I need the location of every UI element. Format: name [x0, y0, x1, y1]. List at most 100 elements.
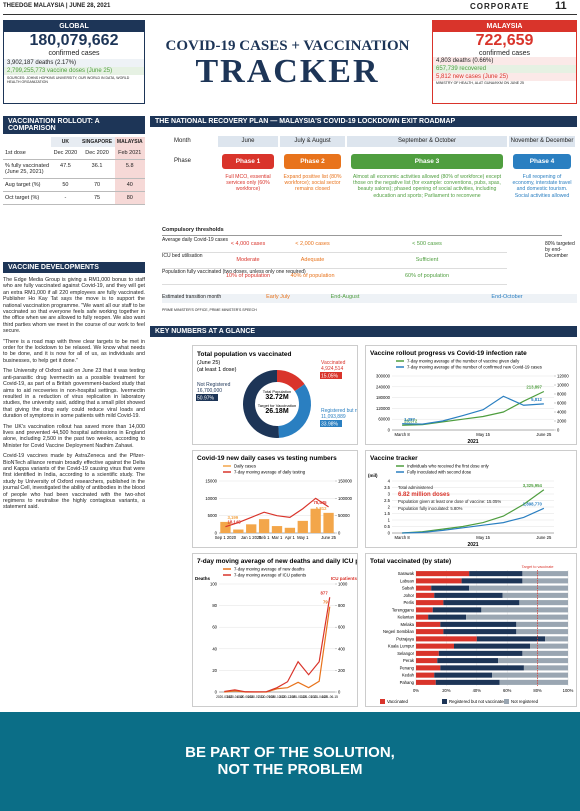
x-tick-label: 2020-04-18 — [227, 695, 244, 699]
bar-segment — [443, 600, 520, 606]
bar-segment — [522, 578, 568, 584]
chart-title: Total vaccinated (by state) — [370, 558, 451, 565]
brand-text: THEEDGE MALAYSIA — [3, 3, 65, 9]
x-tick-label: 2020-07-21 — [248, 695, 265, 699]
bar — [220, 521, 231, 533]
month: June — [218, 136, 278, 147]
slice-label: Registered but not vaccinated — [321, 408, 358, 414]
y-tick-label: 4 — [388, 479, 391, 484]
global-label: GLOBAL — [4, 21, 144, 32]
threshold-label: Population fully vaccinated (two doses, … — [162, 269, 507, 285]
y2-tick-label: 400 — [338, 646, 346, 651]
threshold-label: ICU bed utilisation — [162, 253, 507, 269]
title-line1: COVID-19 CASES + VACCINATION — [165, 38, 410, 54]
x-tick-label: 2020-03-02 — [216, 695, 233, 699]
x-tick-label: June 25 — [321, 535, 337, 540]
y2-tick-label: 6000 — [557, 401, 567, 406]
x-tick-label: 60% — [503, 688, 512, 693]
month: September & October — [347, 136, 507, 147]
malaysia-cases-label: confirmed cases — [479, 50, 530, 57]
threshold-label: Average daily Covid-19 cases — [162, 237, 507, 253]
note: Target to vaccinate — [522, 565, 554, 569]
category-label: Johor — [404, 593, 415, 598]
bar-segment — [530, 643, 568, 649]
bar-segment — [522, 650, 568, 656]
paragraph: The UK's vaccination rollout has saved m… — [3, 423, 145, 449]
legend-swatch — [442, 699, 447, 704]
corner — [3, 137, 51, 147]
bar-segment — [522, 571, 568, 577]
x-tick-label: 2020-09-06 — [258, 695, 275, 699]
phase-desc: Full MCO, essential services only (60% w… — [225, 174, 271, 193]
data-label: 18,145 — [227, 520, 241, 525]
global-deaths: 3,902,187 deaths (2.17%) — [4, 59, 144, 67]
chart-title: Total population vs vaccinated — [197, 351, 292, 358]
global-cases: 180,079,662 — [29, 32, 119, 49]
bar-segment — [416, 621, 441, 627]
slice-value: 33.98% — [321, 422, 339, 428]
category-label: Perak — [403, 658, 415, 663]
slice-value: 50.97% — [197, 396, 215, 402]
bar-segment — [519, 600, 568, 606]
category-label: Labuan — [400, 578, 415, 583]
x-tick-label: 2021-03-13 — [300, 695, 317, 699]
legend-label: Fully inoculated with second dose — [407, 470, 472, 475]
phase: Phase 1 — [222, 154, 274, 169]
cell: Feb 2021 — [114, 147, 145, 160]
center-label: 32.72M — [265, 394, 289, 401]
category-label: Sarawak — [398, 571, 415, 576]
malaysia-cases: 722,659 — [475, 32, 534, 49]
y-tick-label: 120000 — [376, 406, 391, 411]
chart-panel: 7-day moving average of new deaths and d… — [192, 553, 358, 707]
category-label: Kuala Lumpur — [388, 644, 415, 649]
y-axis-label: Deaths — [195, 576, 211, 581]
global-source: SOURCES: JOHNS HOPKINS UNIVERSITY, OUR W… — [7, 76, 130, 84]
category-label: Perlis — [404, 600, 414, 605]
legend-label: Vaccinated — [387, 699, 409, 704]
month-label: Month — [174, 138, 191, 144]
bar-segment — [416, 679, 436, 685]
line — [224, 606, 331, 693]
category-label: Terengganu — [392, 607, 415, 612]
malaysia-box: MALAYSIA 722,659 confirmed cases 4,803 d… — [432, 20, 577, 104]
legend-label: Daily cases — [234, 464, 256, 469]
bar-segment — [435, 679, 500, 685]
target-note: 80% targeted by end-December — [545, 241, 575, 259]
data-label: 1,387 — [404, 417, 415, 422]
bar-segment — [416, 665, 441, 671]
bar-segment — [416, 614, 429, 620]
x-tick-label: 2021-04-29 — [311, 695, 328, 699]
bar-segment — [545, 636, 568, 642]
rollout-table: UK SINGAPORE MALAYSIA 1st dose Dec 2020 Dec 2… — [3, 137, 145, 205]
bar-segment — [523, 665, 568, 671]
bar-segment — [416, 629, 444, 635]
bar-segment — [416, 585, 432, 591]
slice-label: Vaccinated — [321, 360, 346, 366]
global-box: GLOBAL 180,079,662 confirmed cases 3,902… — [3, 20, 145, 104]
legend-label: Individuals who received the first dose … — [407, 464, 490, 469]
y-tick-label: 2 — [388, 505, 391, 510]
y-tick-label: 2.5 — [384, 498, 390, 503]
title-line2: TRACKER — [195, 53, 380, 90]
paragraph: "There is a road map with three clear ta… — [3, 338, 145, 364]
transition: End-October — [491, 294, 523, 300]
y-tick-label: 1.5 — [384, 511, 390, 516]
phase-desc: Almost all economic activities allowed (… — [352, 174, 502, 199]
x-tick-label: March 8 — [395, 535, 411, 540]
banner: BE PART OF THE SOLUTION, NOT THE PROBLEM — [0, 712, 580, 811]
x-tick-label: May 1 — [297, 535, 309, 540]
y-tick-label: 0 — [388, 428, 391, 433]
note: Total administered — [398, 485, 433, 490]
paragraph: The Edge Media Group is giving a RM1,000… — [3, 277, 145, 335]
category-label: Sabah — [402, 586, 415, 591]
note: (at least 1 dose) — [197, 367, 237, 373]
x-tick-label: Feb 1 — [259, 535, 270, 540]
y2-tick-label: 0 — [557, 428, 560, 433]
rollout-title: VACCINATION ROLLOUT: A COMPARISON — [3, 116, 145, 134]
data-label: 79 — [323, 600, 328, 605]
bar — [310, 508, 321, 533]
slice-label: Not Registered — [197, 382, 231, 388]
cell: 50 — [62, 182, 69, 188]
bar-segment — [416, 578, 462, 584]
y-axis-label: (mil) — [368, 473, 378, 478]
